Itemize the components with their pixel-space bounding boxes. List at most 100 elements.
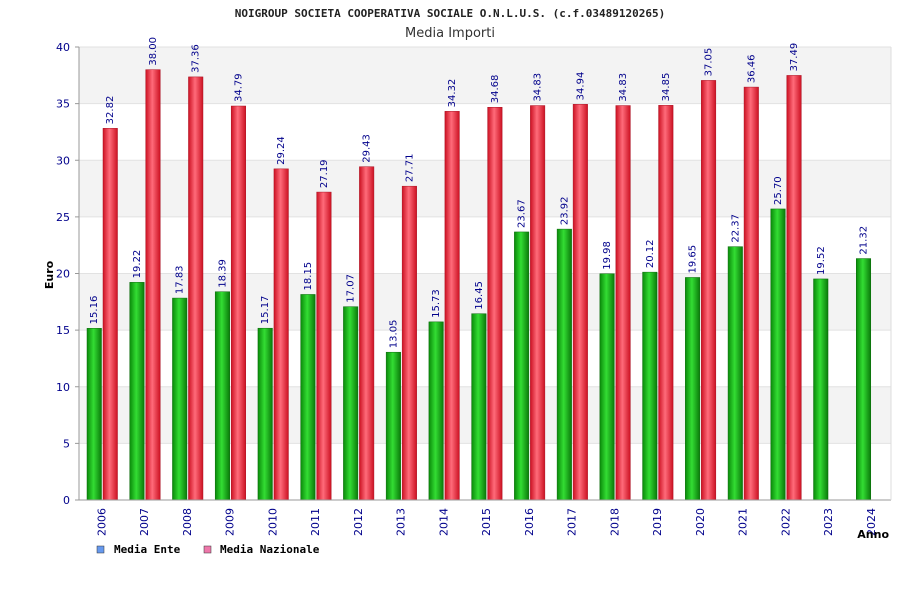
- data-label: 15.17: [260, 296, 271, 325]
- data-label: 13.05: [388, 320, 399, 349]
- bar-media-ente-2024: [856, 258, 872, 501]
- x-tick-label: 2020: [694, 508, 707, 536]
- bar-media-nazionale-2008: [188, 76, 204, 501]
- data-label: 38.00: [148, 37, 159, 66]
- data-label: 27.19: [319, 159, 330, 188]
- bar-media-ente-2006: [86, 328, 102, 501]
- bar-media-nazionale-2013: [401, 185, 417, 501]
- data-label: 23.92: [559, 196, 570, 225]
- data-label: 18.15: [303, 262, 314, 291]
- bar-media-ente-2015: [471, 313, 487, 501]
- bar-media-ente-2019: [642, 271, 658, 501]
- bar-media-ente-2008: [172, 297, 188, 501]
- y-tick-label: 35: [56, 98, 70, 111]
- x-tick-label: 2011: [309, 508, 322, 536]
- data-label: 36.46: [746, 54, 757, 83]
- data-label: 27.71: [404, 154, 415, 183]
- x-tick-label: 2013: [395, 508, 408, 536]
- data-label: 23.67: [517, 199, 528, 228]
- bar-media-nazionale-2019: [658, 105, 674, 501]
- bar-media-ente-2011: [300, 294, 316, 501]
- y-tick-label: 15: [56, 324, 70, 337]
- data-label: 34.83: [618, 73, 629, 102]
- legend-swatch-media-ente: [96, 545, 105, 554]
- legend-label-media-nazionale: Media Nazionale: [220, 543, 320, 556]
- bar-media-ente-2012: [343, 306, 359, 501]
- x-tick-label: 2007: [138, 508, 151, 536]
- legend: Media Ente Media Nazionale: [96, 543, 320, 556]
- x-tick-label: 2010: [266, 508, 279, 536]
- bar-media-nazionale-2010: [273, 168, 289, 501]
- data-label: 17.07: [346, 274, 357, 303]
- x-tick-label: 2017: [566, 508, 579, 536]
- data-label: 19.22: [132, 250, 143, 279]
- bar-media-nazionale-2017: [572, 104, 588, 501]
- x-tick-label: 2015: [480, 508, 493, 536]
- bar-media-ente-2020: [685, 277, 701, 501]
- bar-media-nazionale-2020: [701, 80, 717, 501]
- data-label: 34.94: [575, 72, 586, 101]
- data-label: 15.73: [431, 289, 442, 318]
- y-tick-label: 25: [56, 211, 70, 224]
- x-tick-label: 2022: [779, 508, 792, 536]
- x-tick-label: 2012: [352, 508, 365, 536]
- data-label: 34.83: [533, 73, 544, 102]
- data-label: 32.82: [105, 96, 116, 125]
- bars: 15.16 32.82 19.22 38.00 17.83 37.36 18.39 34.79…: [86, 37, 872, 501]
- data-label: 20.12: [645, 240, 656, 269]
- data-label: 19.52: [816, 246, 827, 275]
- legend-swatch-media-nazionale: [203, 545, 212, 554]
- bar-media-nazionale-2015: [487, 106, 503, 501]
- data-label: 17.83: [175, 265, 186, 294]
- bar-media-nazionale-2009: [230, 105, 246, 501]
- bar-media-nazionale-2016: [530, 105, 546, 501]
- bar-media-nazionale-2006: [102, 128, 118, 501]
- bar-media-ente-2007: [129, 282, 145, 501]
- x-tick-label: 2019: [651, 508, 664, 536]
- bar-media-ente-2009: [214, 291, 230, 501]
- data-label: 21.32: [859, 226, 870, 255]
- bar-media-nazionale-2022: [786, 75, 802, 501]
- data-label: 37.05: [704, 48, 715, 77]
- y-axis-label: Euro: [43, 260, 56, 289]
- x-tick-label: 2014: [437, 508, 450, 536]
- data-label: 16.45: [474, 281, 485, 310]
- bar-media-ente-2017: [556, 228, 572, 501]
- y-tick-label: 0: [63, 494, 70, 507]
- data-label: 15.16: [89, 296, 100, 325]
- data-label: 34.79: [233, 73, 244, 102]
- data-label: 22.37: [730, 214, 741, 243]
- data-label: 19.98: [602, 241, 613, 270]
- bar-media-ente-2014: [428, 321, 444, 501]
- x-tick-label: 2018: [608, 508, 621, 536]
- y-tick-label: 20: [56, 268, 70, 281]
- data-label: 34.32: [447, 79, 458, 108]
- y-axis-ticks: 0 5 10 15 20 25 30 35 40: [56, 41, 79, 507]
- legend-label-media-ente: Media Ente: [114, 543, 181, 556]
- data-label: 34.85: [661, 73, 672, 102]
- x-axis-ticks: 2006 2007 2008 2009 2010 2011 2012 2013 2014 2015…: [96, 508, 878, 536]
- y-tick-label: 30: [56, 154, 70, 167]
- bar-media-ente-2018: [599, 273, 615, 501]
- data-label: 29.24: [276, 136, 287, 165]
- x-tick-label: 2009: [224, 508, 237, 536]
- bar-media-nazionale-2018: [615, 105, 631, 501]
- bar-media-ente-2010: [257, 327, 273, 501]
- bar-media-nazionale-2021: [743, 86, 759, 501]
- data-label: 18.39: [217, 259, 228, 288]
- y-tick-label: 10: [56, 381, 70, 394]
- bar-media-nazionale-2014: [444, 111, 460, 501]
- x-tick-label: 2021: [737, 508, 750, 536]
- x-tick-label: 2024: [865, 508, 878, 536]
- bar-media-ente-2021: [727, 246, 743, 501]
- bar-media-ente-2022: [770, 208, 786, 501]
- data-label: 25.70: [773, 176, 784, 205]
- bar-media-ente-2016: [514, 231, 530, 501]
- chart-title: NOIGROUP SOCIETA COOPERATIVA SOCIALE O.N…: [235, 7, 665, 20]
- x-tick-label: 2016: [523, 508, 536, 536]
- data-label: 37.36: [191, 44, 202, 73]
- bar-media-ente-2023: [813, 278, 829, 501]
- bar-media-nazionale-2007: [145, 69, 161, 501]
- bar-media-nazionale-2012: [359, 166, 375, 501]
